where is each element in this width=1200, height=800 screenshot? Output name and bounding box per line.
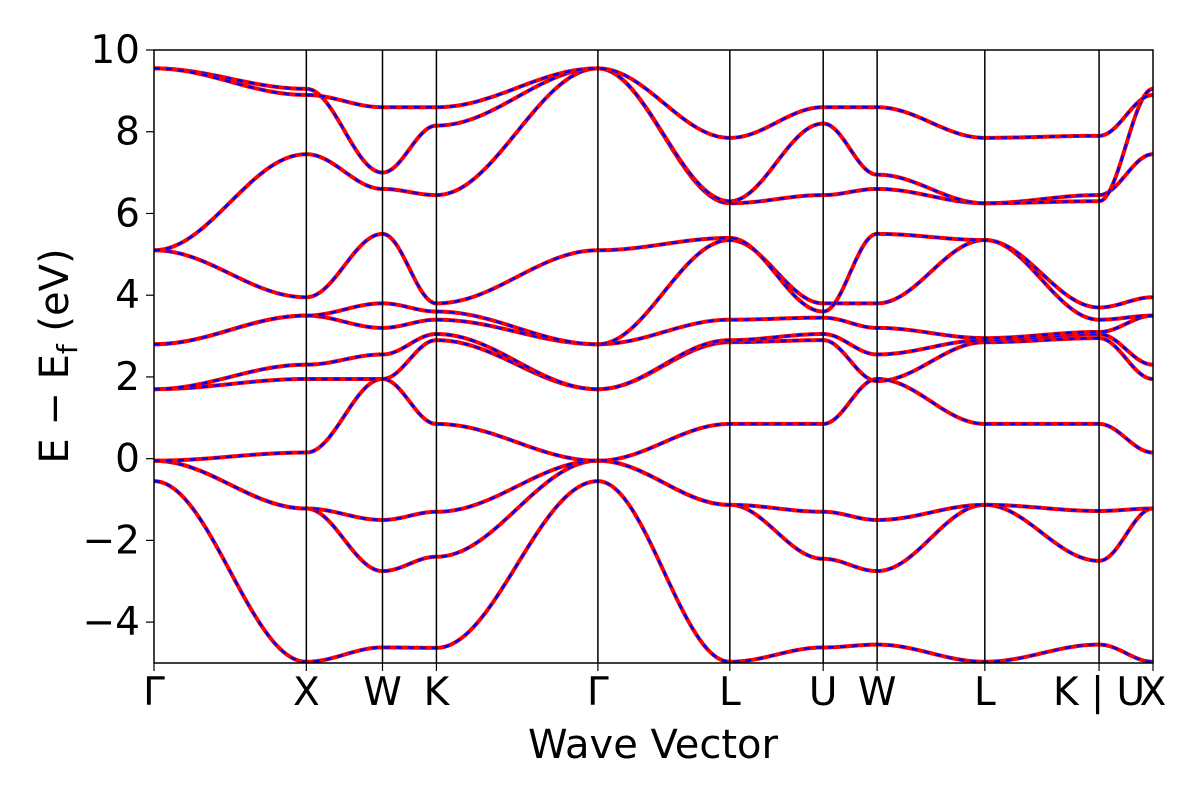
- y-axis-ticks: −4 −2 0 2 4 6 8 10: [83, 28, 154, 645]
- plot-frame: [153, 49, 1154, 664]
- band-line-blue-dashed: [154, 336, 1153, 391]
- y-tick-label: 0: [115, 437, 140, 482]
- x-tick-label: Γ: [587, 670, 609, 715]
- x-tick-label: K | U: [1053, 670, 1145, 715]
- x-tick-label: L: [719, 670, 741, 715]
- y-tick-label: 4: [115, 273, 140, 318]
- x-tick-label: X: [1140, 670, 1167, 715]
- x-tick-label: X: [293, 670, 320, 715]
- band-line-blue-dashed: [154, 314, 1153, 346]
- y-tick-label: 8: [115, 110, 140, 155]
- y-axis-label: E − Ef (eV): [32, 248, 84, 463]
- y-tick-label: 2: [115, 355, 140, 400]
- y-tick-label: 10: [90, 28, 140, 73]
- y-tick-label: −4: [83, 600, 141, 645]
- y-tick-label: −2: [83, 518, 141, 563]
- x-tick-label: W: [363, 670, 402, 715]
- band-line-blue-dashed: [154, 232, 1153, 313]
- x-axis-label: Wave Vector: [528, 722, 779, 768]
- x-tick-label: K: [424, 670, 451, 715]
- y-tick-label: 6: [115, 191, 140, 236]
- x-tick-label: U: [809, 670, 838, 715]
- band-line-blue-dashed: [154, 67, 1153, 252]
- x-tick-label: Γ: [143, 670, 165, 715]
- x-tick-label: L: [974, 670, 996, 715]
- band-line-blue-dashed: [154, 479, 1153, 663]
- high-symmetry-lines: [305, 50, 1100, 663]
- x-tick-label: W: [858, 670, 897, 715]
